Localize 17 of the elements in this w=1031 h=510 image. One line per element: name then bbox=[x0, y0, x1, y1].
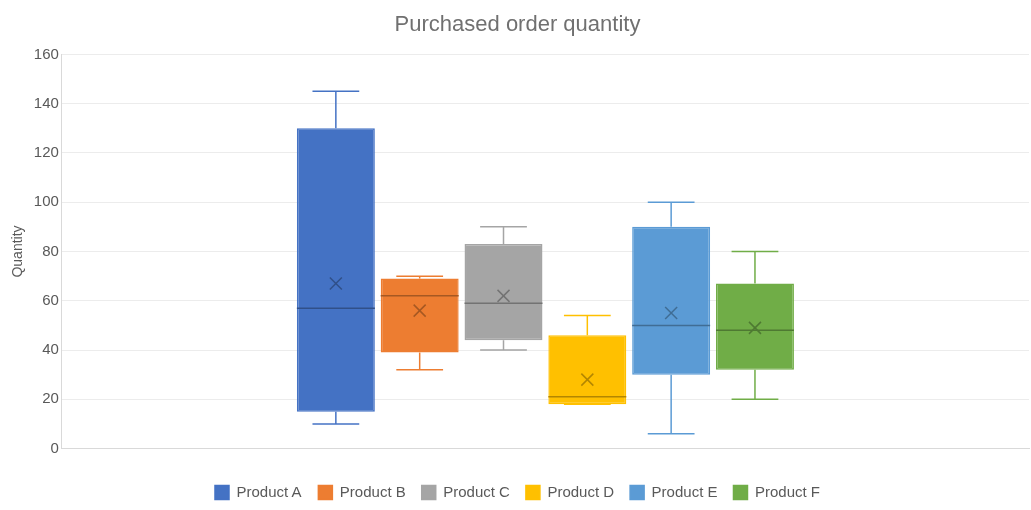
chart-title: Purchased order quantity bbox=[394, 11, 641, 37]
y-tick-label: 0 bbox=[50, 438, 59, 456]
legend-label: Product F bbox=[754, 482, 821, 500]
y-tick-label: 120 bbox=[33, 143, 59, 161]
legend-label: Product C bbox=[443, 482, 511, 500]
legend-label: Product A bbox=[236, 482, 302, 500]
y-tick-label: 20 bbox=[42, 389, 59, 407]
y-tick-label: 140 bbox=[33, 93, 59, 111]
y-tick-label: 60 bbox=[42, 290, 59, 308]
y-tick-label: 40 bbox=[42, 340, 59, 358]
legend-label: Product B bbox=[339, 482, 406, 500]
y-tick-label: 80 bbox=[42, 241, 59, 259]
y-axis-title: Quantity bbox=[9, 225, 26, 278]
legend-label: Product D bbox=[547, 482, 615, 500]
y-tick-label: 160 bbox=[33, 44, 59, 62]
legend-label: Product E bbox=[651, 482, 718, 500]
y-tick-label: 100 bbox=[33, 192, 59, 210]
